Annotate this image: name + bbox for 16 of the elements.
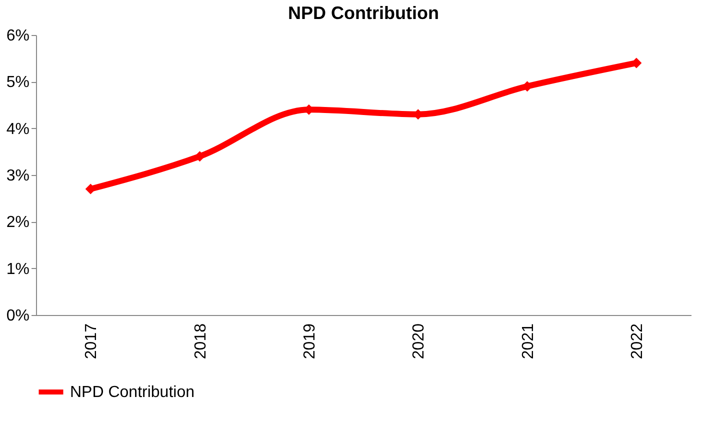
y-tick-label: 6%	[6, 28, 30, 44]
x-tick-label: 2018	[192, 323, 210, 360]
y-tick-label: 5%	[6, 74, 30, 92]
point	[194, 151, 205, 162]
y-tick-label: 3%	[6, 168, 30, 184]
x-tick-label: 2021	[520, 323, 537, 360]
x-tick-label: 2022	[628, 323, 646, 360]
x-tick-label: 2020	[410, 323, 428, 360]
x-tick-label: 2017	[83, 323, 100, 360]
x-tick-label: 2019	[301, 323, 318, 360]
y-tick-label: 4%	[6, 120, 30, 138]
chart-title: NPD Contribution	[288, 3, 439, 23]
legend-label: NPD Contribution	[70, 384, 194, 401]
y-tick-label: 2%	[6, 214, 30, 232]
y-tick-label: 1%	[6, 260, 30, 278]
y-tick-label: 0%	[6, 308, 30, 324]
